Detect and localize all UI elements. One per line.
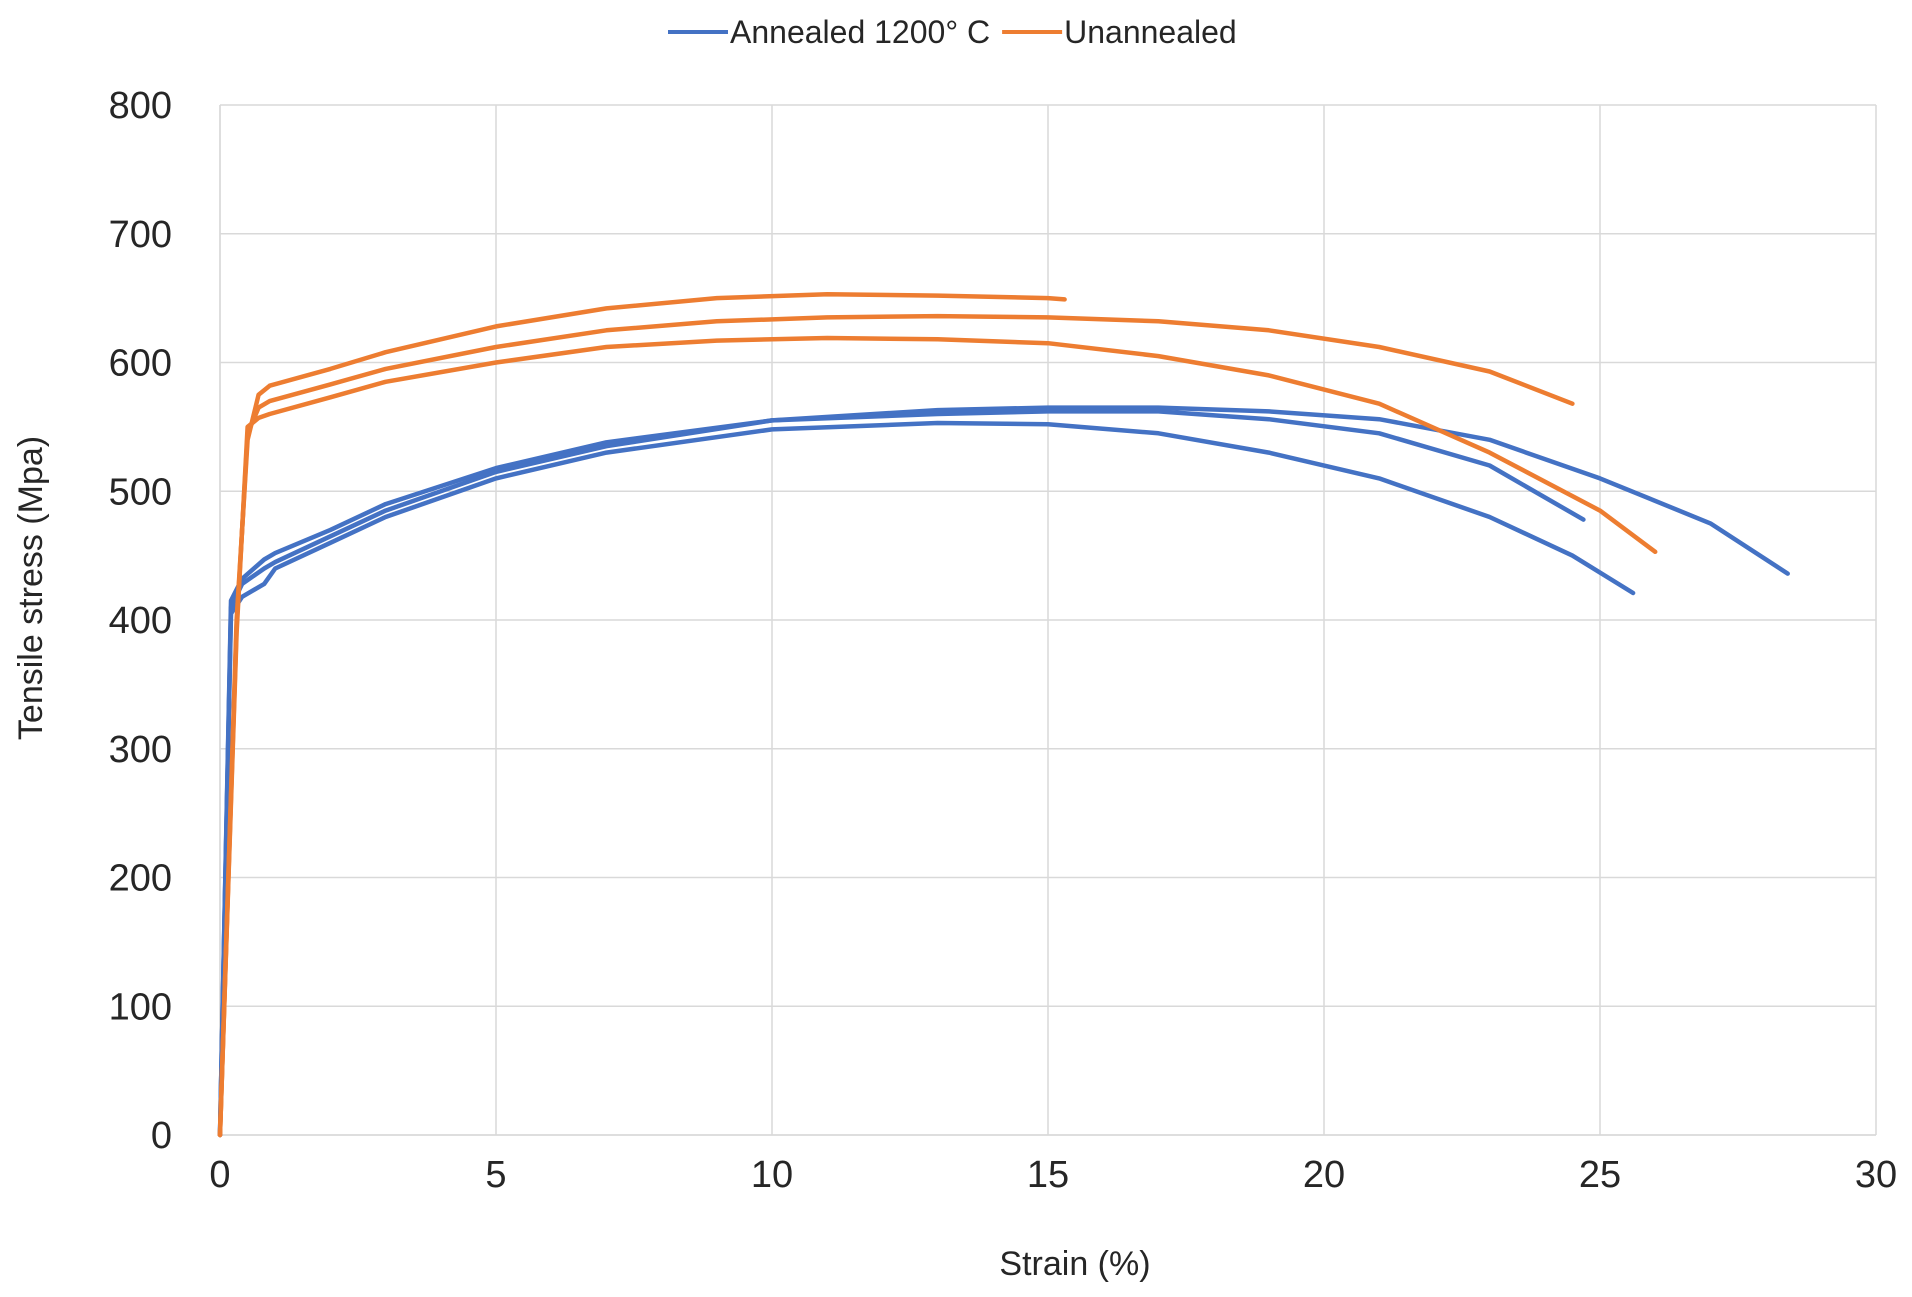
unannealed-series-line <box>217 292 1067 1138</box>
legend-label: Annealed 1200° C <box>730 14 990 50</box>
x-tick-label: 25 <box>1579 1154 1621 1196</box>
y-tick-label: 200 <box>109 858 172 900</box>
y-tick-label: 500 <box>109 471 172 513</box>
annealed-series-line <box>217 409 1586 1138</box>
x-tick-label: 30 <box>1855 1154 1897 1196</box>
y-axis-title: Tensile stress (Mpa) <box>12 436 50 740</box>
y-tick-label: 700 <box>109 214 172 256</box>
series-lines <box>217 292 1790 1138</box>
y-tick-label: 600 <box>109 343 172 385</box>
y-tick-label: 100 <box>109 986 172 1028</box>
gridlines <box>219 104 1877 1136</box>
y-tick-label: 0 <box>151 1115 172 1157</box>
unannealed-series-line <box>217 335 1658 1138</box>
axes <box>219 105 1876 1136</box>
unannealed-series-line <box>217 313 1575 1138</box>
annealed-series-line <box>217 420 1636 1138</box>
x-tick-label: 15 <box>1027 1154 1069 1196</box>
legend-label: Unannealed <box>1064 14 1237 50</box>
tick-labels: 0 100 200 300 400 500 600 700 800 0 5 10 15 20 25 30 <box>109 85 1898 1196</box>
x-tick-label: 5 <box>485 1154 506 1196</box>
annealed-series-line <box>217 405 1790 1138</box>
x-tick-label: 10 <box>751 1154 793 1196</box>
y-tick-label: 300 <box>109 729 172 771</box>
y-tick-label: 400 <box>109 600 172 642</box>
legend: Annealed 1200° C Unannealed <box>668 14 1237 50</box>
x-tick-label: 20 <box>1303 1154 1345 1196</box>
x-axis-title: Strain (%) <box>999 1245 1150 1283</box>
x-tick-label: 0 <box>209 1154 230 1196</box>
y-tick-label: 800 <box>109 85 172 127</box>
